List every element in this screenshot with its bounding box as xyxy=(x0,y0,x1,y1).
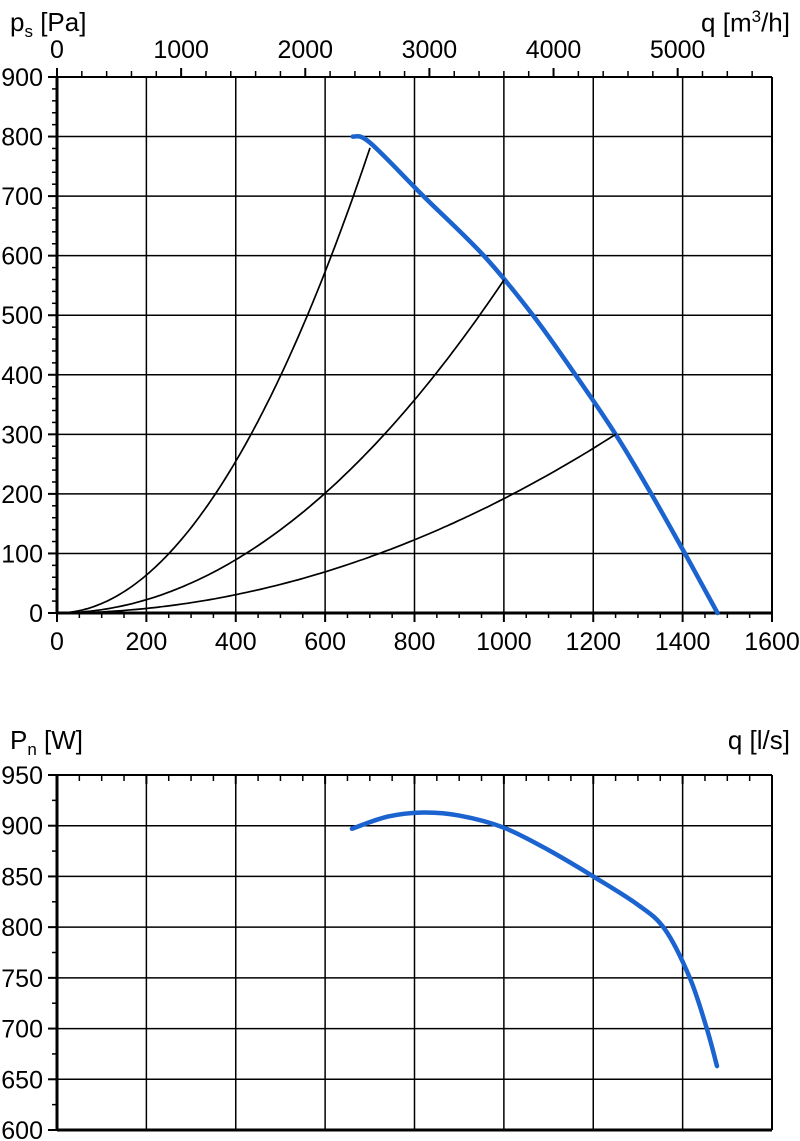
power-curve xyxy=(349,810,720,1069)
x-bottom-tick-label: 200 xyxy=(126,628,168,656)
power-flow-chart: 950 900 850 800 750 700 650 600 xyxy=(1,762,773,1141)
y-tick-label: 600 xyxy=(1,1117,43,1141)
pressure-axis-title: ps [Pa] xyxy=(10,7,87,42)
gridlines xyxy=(56,774,773,1131)
y-tick-label: 500 xyxy=(1,302,43,330)
system-curve-2 xyxy=(56,279,505,614)
fan-pressure-curve xyxy=(350,133,720,616)
x-top-tick-label: 3000 xyxy=(402,36,458,64)
data-series xyxy=(349,810,720,1069)
x-bottom-tick-label: 1000 xyxy=(476,628,532,656)
flow-m3h-axis-title: q [m3/h] xyxy=(701,7,790,38)
y-tick-label: 700 xyxy=(1,183,43,211)
y-tick-label: 650 xyxy=(1,1066,43,1094)
system-curve-3 xyxy=(56,433,617,614)
x-bottom-tick-label: 0 xyxy=(50,628,64,656)
x-bottom-tick-label: 1600 xyxy=(744,628,800,656)
y-tick-label: 100 xyxy=(1,540,43,568)
y-tick-label: 800 xyxy=(1,124,43,152)
data-series xyxy=(56,133,720,616)
y-tick-labels: 950 900 850 800 750 700 650 600 xyxy=(1,762,43,1141)
axis-ticks xyxy=(48,774,773,1131)
x-top-tick-label: 2000 xyxy=(277,36,333,64)
x-bottom-tick-label: 600 xyxy=(304,628,346,656)
y-tick-label: 0 xyxy=(29,600,43,628)
gridlines xyxy=(56,76,773,614)
y-tick-label: 900 xyxy=(1,813,43,841)
pressure-flow-chart: 0 1000 2000 3000 4000 50009008007006005004003… xyxy=(1,36,800,656)
y-tick-label: 850 xyxy=(1,863,43,891)
pressure-axis-title-text: p xyxy=(10,7,25,37)
y-tick-label: 700 xyxy=(1,1016,43,1044)
flow-ls-axis-title: q [l/s] xyxy=(727,725,790,755)
y-tick-label: 400 xyxy=(1,362,43,390)
x-bottom-tick-label: 400 xyxy=(215,628,257,656)
x-top-tick-label: 1000 xyxy=(153,36,209,64)
x-top-tick-label: 5000 xyxy=(650,36,706,64)
axis-ticks xyxy=(48,68,773,622)
x-bottom-tick-label: 1400 xyxy=(655,628,711,656)
power-axis-title: Pn [W] xyxy=(10,725,84,760)
x-bottom-tick-label: 1200 xyxy=(565,628,621,656)
x-top-tick-label: 0 xyxy=(50,36,64,64)
x-top-tick-label: 4000 xyxy=(526,36,582,64)
y-tick-label: 900 xyxy=(1,64,43,92)
system-curve-1 xyxy=(56,147,371,614)
x-bottom-tick-label: 800 xyxy=(394,628,436,656)
y-tick-label: 300 xyxy=(1,421,43,449)
y-tick-label: 750 xyxy=(1,965,43,993)
y-tick-label: 600 xyxy=(1,243,43,271)
y-tick-label: 800 xyxy=(1,914,43,942)
y-tick-label: 950 xyxy=(1,762,43,790)
y-tick-label: 200 xyxy=(1,481,43,509)
x-top-tick-labels: 0 1000 2000 3000 4000 5000 xyxy=(50,36,705,64)
x-bottom-tick-labels: 0 200 400 600 800 1000 1200 1400 1600 xyxy=(50,628,800,656)
y-tick-labels: 900 800 700 600 500 400 300 200 100 0 xyxy=(1,64,43,628)
